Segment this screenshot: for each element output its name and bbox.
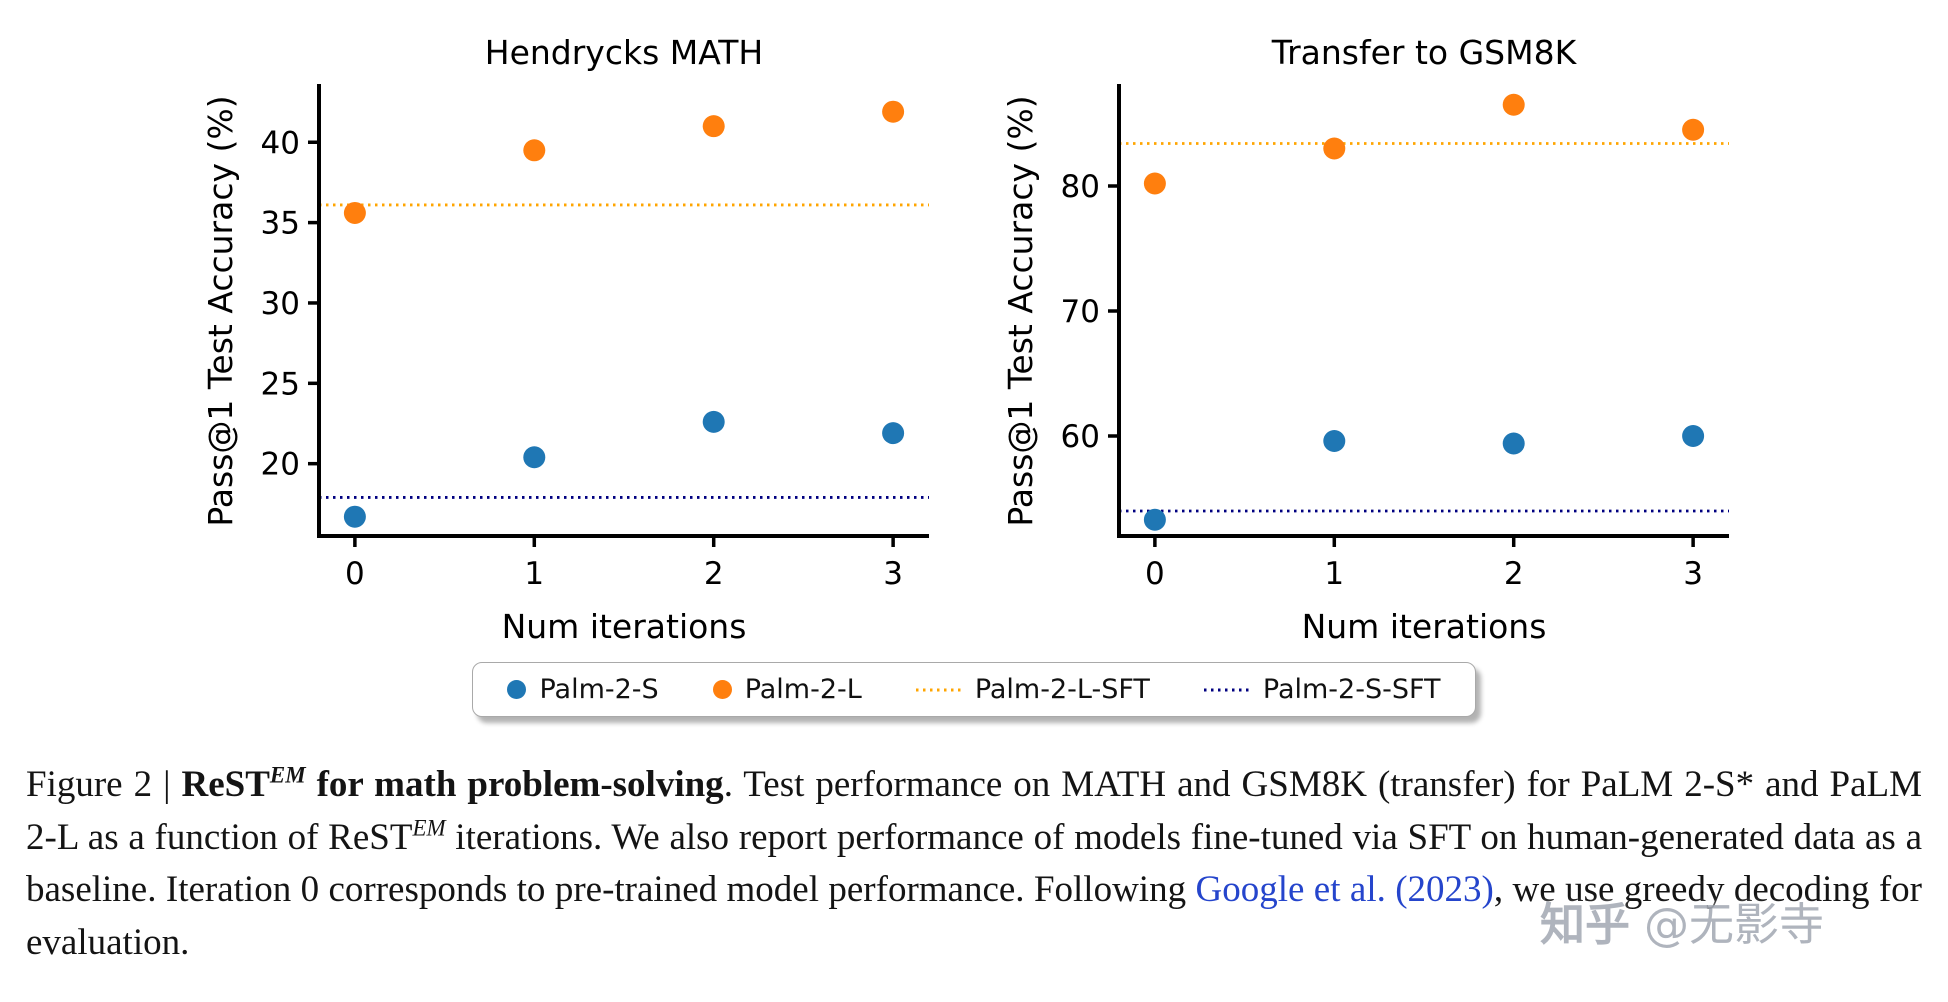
legend-label: Palm-2-L-SFT: [974, 674, 1150, 705]
citation-link[interactable]: (2023): [1395, 869, 1494, 911]
watermark: 知乎 @无影寺: [1540, 888, 1824, 953]
caption-segment: ReST: [181, 764, 270, 805]
x-tick-label: 1: [524, 556, 544, 592]
point-palm-2-l-iter0: [1143, 172, 1166, 195]
point-palm-2-l-iter2: [702, 115, 725, 138]
chart-transfer-gsm8k: 0 1 2 3 60 70 80 Transfer to GSM8K Num iteration…: [1001, 26, 1744, 656]
legend-label: Palm-2-S: [539, 674, 659, 705]
legend-item-palm-2-s-sft: Palm-2-S-SFT: [1203, 674, 1441, 705]
point-palm-2-l-iter0: [343, 201, 366, 224]
chart-svg: 0 1 2 3 20 25 30 35 40 Hendrycks MATH Num iteratio…: [201, 33, 929, 646]
point-palm-2-l-iter3: [882, 100, 905, 123]
point-palm-2-l-iter3: [1682, 118, 1705, 141]
x-tick-label: 2: [704, 556, 724, 592]
point-palm-2-s-iter0: [1143, 508, 1166, 531]
x-tick-label: 1: [1324, 556, 1344, 592]
y-tick-label: 30: [261, 286, 300, 322]
point-palm-2-s-iter2: [1502, 432, 1525, 455]
watermark-zhihu-logo: 知乎: [1540, 898, 1631, 951]
point-palm-2-s-iter3: [1682, 425, 1705, 447]
x-tick-label: 3: [1683, 556, 1703, 592]
y-tick-label: 40: [261, 125, 300, 161]
point-palm-2-l-iter1: [523, 139, 546, 162]
caption-segment: [1386, 869, 1395, 910]
chart-hendrycks-math: 0 1 2 3 20 25 30 35 40 Hendrycks MATH Num iteratio…: [201, 26, 944, 656]
point-palm-2-l-iter2: [1502, 93, 1525, 116]
point-palm-2-s-iter2: [702, 410, 725, 433]
point-palm-2-s-iter0: [343, 505, 366, 528]
legend-item-palm-2-l-sft: Palm-2-L-SFT: [915, 674, 1150, 705]
y-tick-label: 25: [261, 366, 300, 402]
watermark-handle: @无影寺: [1644, 898, 1825, 951]
x-tick-label: 3: [883, 556, 903, 592]
legend-label: Palm-2-L: [744, 674, 862, 705]
dotted-line-glyph: [1203, 688, 1250, 691]
chart-title: Transfer to GSM8K: [1271, 33, 1578, 72]
palm-2-s-dot-icon: [507, 680, 527, 699]
y-axis-label: Pass@1 Test Accuracy (%): [1004, 95, 1040, 526]
x-tick-label: 0: [1145, 556, 1165, 592]
caption-segment: , we use greedy decoding for evaluation.: [26, 869, 1922, 963]
y-tick-label: 80: [1061, 169, 1100, 205]
palm-2-l-sft-dotted-line-icon: [915, 687, 962, 693]
figure-2-charts: 0 1 2 3 20 25 30 35 40 Hendrycks MATH Num iteratio…: [201, 26, 1744, 656]
point-palm-2-l-iter1: [1323, 137, 1346, 160]
x-tick-label: 2: [1504, 556, 1524, 592]
point-palm-2-s-iter1: [523, 446, 546, 469]
chart-svg: 0 1 2 3 60 70 80 Transfer to GSM8K Num iteration…: [1001, 33, 1729, 646]
legend-box: Palm-2-S Palm-2-L Palm-2-L-SFT Palm-2-S-SFT: [472, 662, 1476, 717]
point-palm-2-s-iter3: [882, 422, 905, 445]
palm-2-s-sft-dotted-line-icon: [1203, 687, 1250, 693]
caption-segment: Figure 2 |: [26, 764, 182, 805]
legend-row: Palm-2-S Palm-2-L Palm-2-L-SFT Palm-2-S-SFT: [0, 662, 1948, 717]
legend-label: Palm-2-S-SFT: [1262, 674, 1441, 705]
palm-2-l-dot-icon: [712, 680, 732, 699]
y-tick-label: 20: [261, 447, 300, 483]
x-tick-label: 0: [345, 556, 365, 592]
legend-item-palm-2-l: Palm-2-L: [712, 674, 862, 705]
x-axis-label: Num iterations: [502, 607, 747, 646]
y-tick-label: 60: [1061, 419, 1100, 455]
caption-segment: . Test performance on MATH and GSM8K (tr…: [26, 764, 1923, 858]
y-tick-label: 70: [1061, 294, 1100, 330]
caption-segment: EM: [412, 815, 446, 841]
dotted-line-glyph: [915, 688, 962, 691]
caption-segment: iterations. We also report performance o…: [26, 816, 1923, 911]
figure-caption: Figure 2 | ReSTEM for math problem-solvi…: [0, 759, 1948, 969]
y-axis-label: Pass@1 Test Accuracy (%): [204, 95, 240, 526]
y-tick-label: 35: [261, 206, 300, 242]
citation-link[interactable]: Google et al.: [1195, 869, 1386, 911]
point-palm-2-s-iter1: [1323, 430, 1346, 452]
caption-segment: EM: [269, 762, 306, 788]
caption-segment: for math problem-solving: [305, 764, 724, 805]
x-axis-label: Num iterations: [1302, 607, 1547, 646]
legend-item-palm-2-s: Palm-2-S: [507, 674, 659, 705]
chart-title: Hendrycks MATH: [485, 33, 763, 72]
